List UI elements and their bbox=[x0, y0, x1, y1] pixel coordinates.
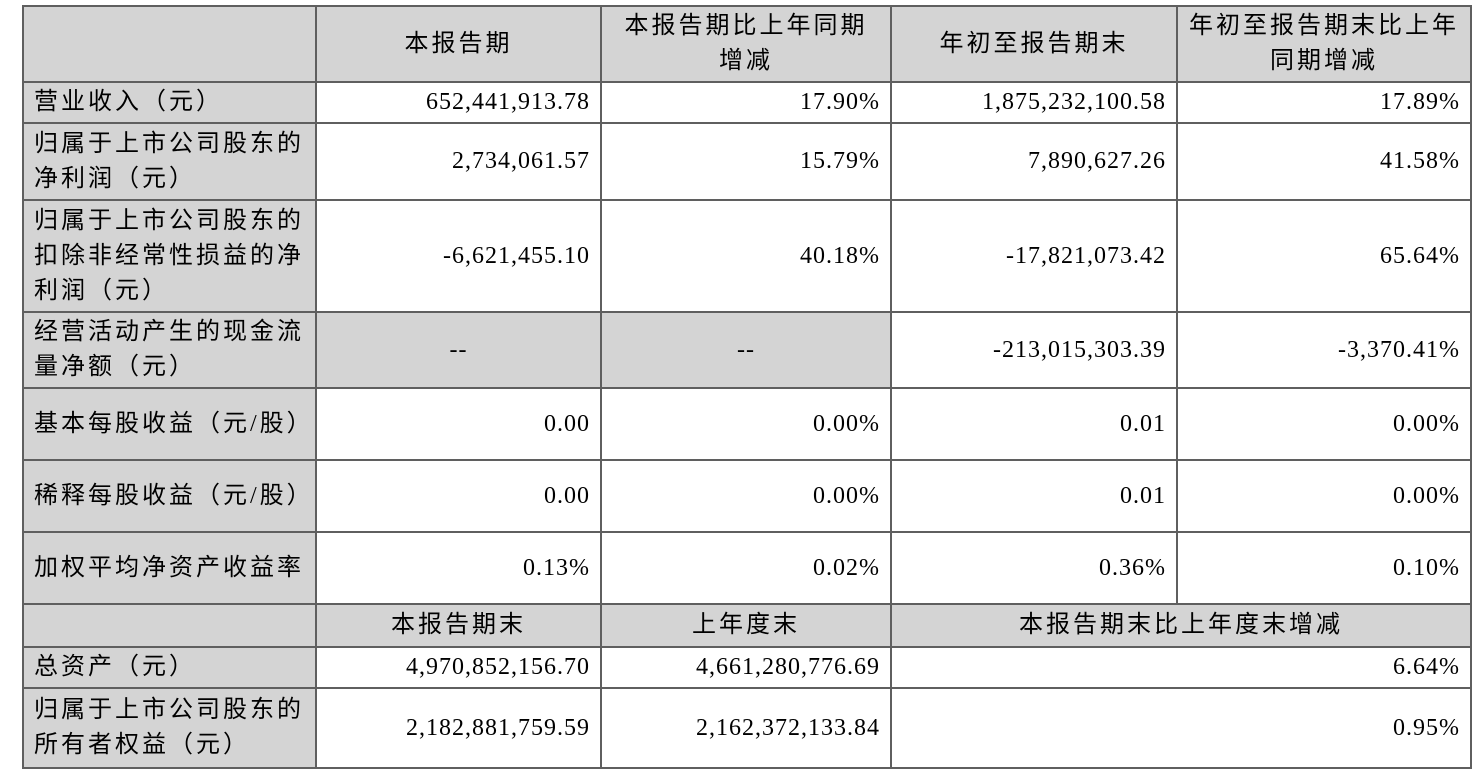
value-cell: -3,370.41% bbox=[1176, 311, 1472, 389]
value-cell: 2,734,061.57 bbox=[315, 122, 602, 201]
table-row-operating-cash-flow: 经营活动产生的现金流量净额（元） -- -- -213,015,303.39 -… bbox=[22, 311, 1472, 389]
value-cell: 0.00% bbox=[600, 459, 892, 533]
table-row-total-assets: 总资产（元） 4,970,852,156.70 4,661,280,776.69… bbox=[22, 646, 1472, 689]
value-cell-change: 6.64% bbox=[890, 646, 1472, 689]
row-label: 加权平均净资产收益率 bbox=[22, 531, 317, 605]
value-cell: 0.01 bbox=[890, 459, 1178, 533]
table-row-basic-eps: 基本每股收益（元/股） 0.00 0.00% 0.01 0.00% bbox=[22, 387, 1472, 461]
value-cell: 1,875,232,100.58 bbox=[890, 81, 1178, 124]
value-cell: 0.36% bbox=[890, 531, 1178, 605]
value-cell: 0.10% bbox=[1176, 531, 1472, 605]
subheader-cell-period-end: 本报告期末 bbox=[315, 603, 602, 648]
value-cell: -17,821,073.42 bbox=[890, 199, 1178, 313]
row-label: 归属于上市公司股东的所有者权益（元） bbox=[22, 687, 317, 769]
header-cell-current-period-yoy-change: 本报告期比上年同期增减 bbox=[600, 5, 892, 83]
header-cell-blank bbox=[22, 5, 317, 83]
value-cell: 0.13% bbox=[315, 531, 602, 605]
value-cell: 0.00% bbox=[600, 387, 892, 461]
row-label: 基本每股收益（元/股） bbox=[22, 387, 317, 461]
table-subheader-row: 本报告期末 上年度末 本报告期末比上年度末增减 bbox=[22, 603, 1472, 648]
table-row-diluted-eps: 稀释每股收益（元/股） 0.00 0.00% 0.01 0.00% bbox=[22, 459, 1472, 533]
value-cell: 2,182,881,759.59 bbox=[315, 687, 602, 769]
financial-summary-table: 本报告期 本报告期比上年同期增减 年初至报告期末 年初至报告期末比上年同期增减 … bbox=[22, 5, 1472, 769]
value-cell: 0.00 bbox=[315, 387, 602, 461]
value-cell: 0.01 bbox=[890, 387, 1178, 461]
value-cell-change: 0.95% bbox=[890, 687, 1472, 769]
value-cell-dash: -- bbox=[315, 311, 602, 389]
row-label: 稀释每股收益（元/股） bbox=[22, 459, 317, 533]
table-row-weighted-avg-roe: 加权平均净资产收益率 0.13% 0.02% 0.36% 0.10% bbox=[22, 531, 1472, 605]
report-page: 本报告期 本报告期比上年同期增减 年初至报告期末 年初至报告期末比上年同期增减 … bbox=[22, 5, 1472, 769]
table-header-row: 本报告期 本报告期比上年同期增减 年初至报告期末 年初至报告期末比上年同期增减 bbox=[22, 5, 1472, 83]
subheader-cell-change-vs-prior-year-end: 本报告期末比上年度末增减 bbox=[890, 603, 1472, 648]
table-row-net-profit: 归属于上市公司股东的净利润（元） 2,734,061.57 15.79% 7,8… bbox=[22, 122, 1472, 201]
subheader-cell-prior-year-end: 上年度末 bbox=[600, 603, 892, 648]
row-label: 营业收入（元） bbox=[22, 81, 317, 124]
table-row-net-profit-excl-nonrecurring: 归属于上市公司股东的扣除非经常性损益的净利润（元） -6,621,455.10 … bbox=[22, 199, 1472, 313]
value-cell: 0.00 bbox=[315, 459, 602, 533]
table-row-owners-equity: 归属于上市公司股东的所有者权益（元） 2,182,881,759.59 2,16… bbox=[22, 687, 1472, 769]
value-cell: 7,890,627.26 bbox=[890, 122, 1178, 201]
table-row-operating-revenue: 营业收入（元） 652,441,913.78 17.90% 1,875,232,… bbox=[22, 81, 1472, 124]
row-label: 归属于上市公司股东的扣除非经常性损益的净利润（元） bbox=[22, 199, 317, 313]
value-cell: 40.18% bbox=[600, 199, 892, 313]
value-cell: 0.02% bbox=[600, 531, 892, 605]
value-cell: 41.58% bbox=[1176, 122, 1472, 201]
value-cell: 0.00% bbox=[1176, 387, 1472, 461]
header-cell-ytd: 年初至报告期末 bbox=[890, 5, 1178, 83]
value-cell-dash: -- bbox=[600, 311, 892, 389]
header-cell-ytd-yoy-change: 年初至报告期末比上年同期增减 bbox=[1176, 5, 1472, 83]
value-cell: 17.90% bbox=[600, 81, 892, 124]
value-cell: 17.89% bbox=[1176, 81, 1472, 124]
value-cell: 2,162,372,133.84 bbox=[600, 687, 892, 769]
value-cell: 65.64% bbox=[1176, 199, 1472, 313]
row-label: 总资产（元） bbox=[22, 646, 317, 689]
subheader-cell-blank bbox=[22, 603, 317, 648]
value-cell: 15.79% bbox=[600, 122, 892, 201]
value-cell: -213,015,303.39 bbox=[890, 311, 1178, 389]
value-cell: -6,621,455.10 bbox=[315, 199, 602, 313]
row-label: 经营活动产生的现金流量净额（元） bbox=[22, 311, 317, 389]
row-label: 归属于上市公司股东的净利润（元） bbox=[22, 122, 317, 201]
header-cell-current-period: 本报告期 bbox=[315, 5, 602, 83]
value-cell: 652,441,913.78 bbox=[315, 81, 602, 124]
value-cell: 4,970,852,156.70 bbox=[315, 646, 602, 689]
value-cell: 4,661,280,776.69 bbox=[600, 646, 892, 689]
value-cell: 0.00% bbox=[1176, 459, 1472, 533]
